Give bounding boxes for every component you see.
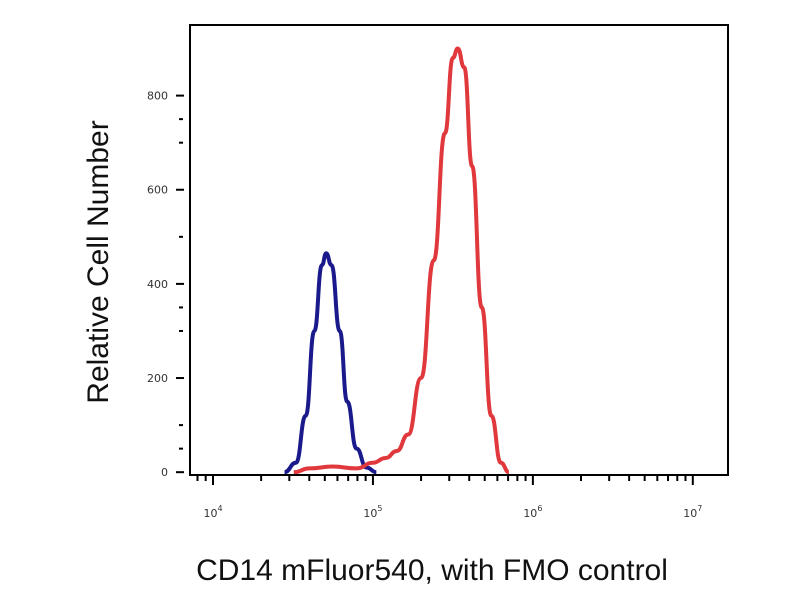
plot-area xyxy=(284,46,510,475)
x-tick-label: 104 xyxy=(203,504,222,520)
y-tick-label: 200 xyxy=(147,372,168,385)
x-tick-label: 106 xyxy=(523,504,542,520)
series-line-cd14 xyxy=(293,46,510,475)
x-tick-label: 105 xyxy=(363,504,382,520)
y-axis-title: Relative Cell Number xyxy=(82,120,115,403)
y-tick-label: 800 xyxy=(147,90,168,103)
y-tick-label: 400 xyxy=(147,278,168,291)
x-axis: 104 105 106 107 xyxy=(196,475,702,520)
series-line-fmo-control xyxy=(284,251,377,475)
plot-frame xyxy=(189,24,729,476)
y-axis: 0 200 400 600 800 xyxy=(147,90,184,479)
y-tick-label: 600 xyxy=(147,184,168,197)
x-tick-label: 107 xyxy=(683,504,702,520)
y-tick-label: 0 xyxy=(161,466,168,479)
x-axis-title: CD14 mFluor540, with FMO control xyxy=(196,554,668,587)
